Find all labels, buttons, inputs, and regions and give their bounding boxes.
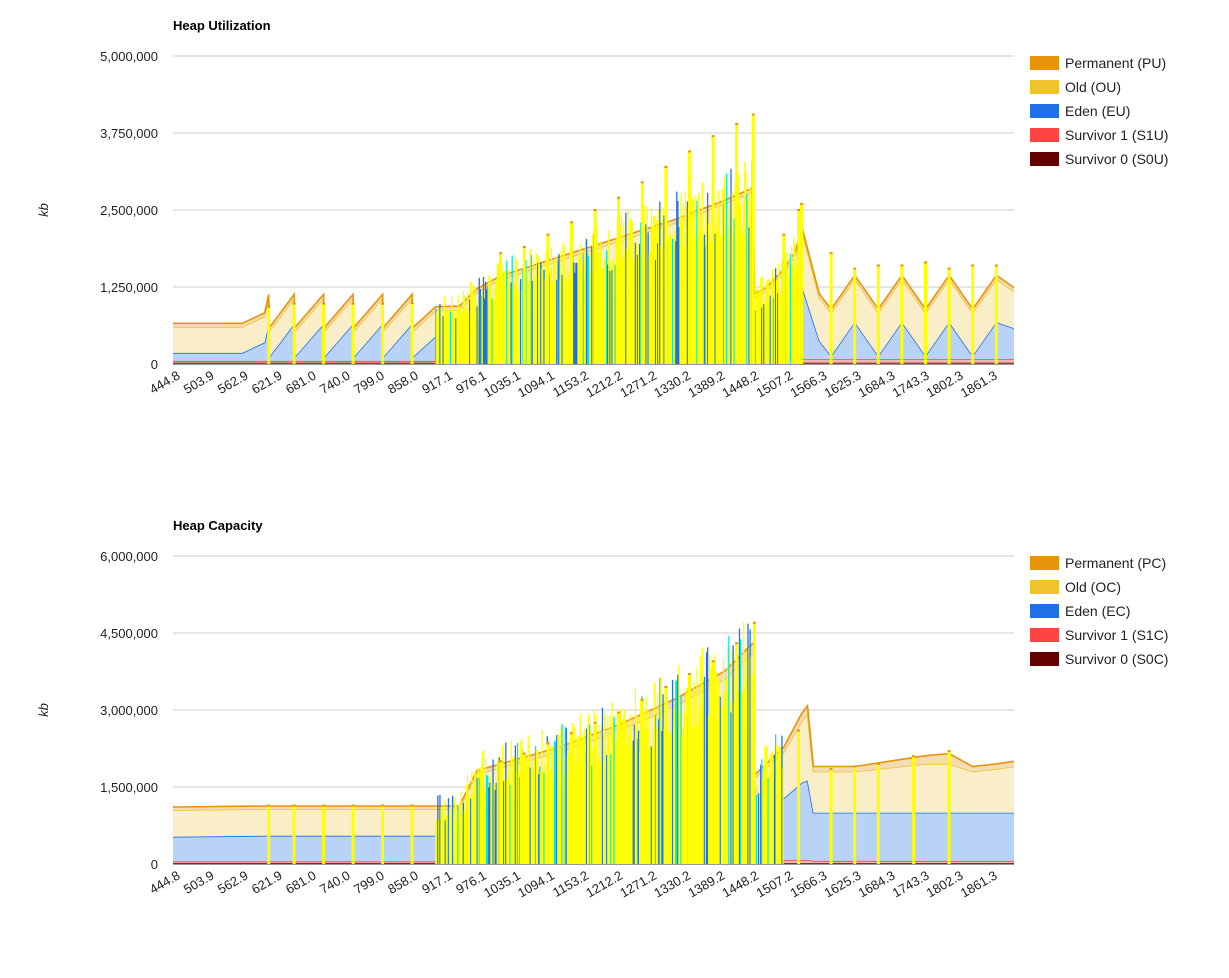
y-axis-label: kb — [36, 703, 51, 717]
legend-label: Survivor 1 (S1U) — [1065, 127, 1168, 143]
x-tick-label: 1566.3 — [787, 868, 829, 901]
x-tick-label: 799.0 — [351, 368, 387, 397]
heap-capacity-chart: Heap Capacity 0 1,500,000 3,000,000 4,500,00… — [36, 518, 1168, 901]
x-tick-label: 681.0 — [283, 868, 319, 897]
x-tick-label: 1625.3 — [822, 368, 864, 401]
x-tick-label: 799.0 — [351, 868, 387, 897]
x-tick-label: 917.1 — [419, 868, 455, 897]
legend-label: Permanent (PC) — [1065, 555, 1166, 571]
legend-label: Survivor 0 (S0U) — [1065, 151, 1168, 167]
x-tick-label: 1212.2 — [583, 868, 625, 901]
x-tick-label: 1153.2 — [550, 368, 591, 400]
x-tick-label: 1389.2 — [685, 868, 727, 901]
stage: Heap Utilization 0 1,250,000 2,500,000 3,750… — [36, 18, 1168, 900]
legend-label: Old (OC) — [1065, 579, 1121, 595]
y-tick-label: 0 — [151, 857, 158, 872]
x-tick-label: 1330.2 — [651, 868, 693, 901]
x-tick-label: 621.9 — [249, 368, 285, 397]
gc-spike-group — [267, 621, 951, 864]
legend: Permanent (PU) Old (OU) Eden (EU) Survivor … — [1030, 55, 1168, 167]
gc-spike-group — [267, 113, 998, 364]
x-tick-label: 858.0 — [385, 868, 421, 897]
chart-title: Heap Utilization — [173, 18, 271, 33]
legend-swatch — [1030, 152, 1059, 166]
x-tick-label: 1684.3 — [856, 368, 898, 401]
x-tick-label: 1271.2 — [617, 868, 659, 901]
legend-swatch — [1030, 80, 1059, 94]
y-tick-label: 4,500,000 — [100, 626, 158, 641]
legend-label: Survivor 0 (S0C) — [1065, 651, 1168, 667]
x-tick-label: 1802.3 — [924, 368, 966, 401]
x-tick-label: 1035.1 — [481, 868, 523, 901]
x-tick-label: 1802.3 — [924, 868, 966, 901]
x-tick-label: 1684.3 — [856, 868, 898, 901]
y-tick-label: 1,500,000 — [100, 780, 158, 795]
x-tick-label: 1212.2 — [583, 368, 625, 401]
legend-swatch — [1030, 604, 1059, 618]
legend-swatch — [1030, 56, 1059, 70]
chart-title: Heap Capacity — [173, 518, 263, 533]
y-tick-label: 6,000,000 — [100, 549, 158, 564]
y-tick-label: 2,500,000 — [100, 203, 158, 218]
x-tick-label: 503.9 — [181, 868, 217, 897]
legend-swatch — [1030, 104, 1059, 118]
legend: Permanent (PC) Old (OC) Eden (EC) Survivor … — [1030, 555, 1168, 667]
gc-activity-region — [435, 622, 784, 864]
y-tick-label: 3,000,000 — [100, 703, 158, 718]
x-tick-label: 740.0 — [317, 868, 353, 897]
legend-swatch — [1030, 580, 1059, 594]
y-axis-label: kb — [36, 203, 51, 217]
x-tick-label: 1094.1 — [515, 368, 557, 401]
x-tick-label: 917.1 — [419, 368, 455, 397]
legend-label: Permanent (PU) — [1065, 55, 1166, 71]
x-tick-label: 858.0 — [385, 368, 421, 397]
x-tick-label: 1448.2 — [719, 368, 761, 401]
legend-label: Eden (EU) — [1065, 103, 1130, 119]
x-tick-label: 1389.2 — [685, 368, 727, 401]
x-tick-label: 562.9 — [215, 368, 251, 397]
legend-swatch — [1030, 128, 1059, 142]
x-tick-label: 1566.3 — [787, 368, 829, 401]
x-tick-label: 1271.2 — [617, 368, 659, 401]
y-tick-label: 3,750,000 — [100, 126, 158, 141]
x-tick-label: 1743.3 — [890, 868, 932, 901]
x-tick-label: 740.0 — [317, 368, 353, 397]
x-tick-label: 1507.2 — [753, 368, 795, 401]
x-tick-label: 1625.3 — [822, 868, 864, 901]
legend-swatch — [1030, 556, 1059, 570]
legend-label: Survivor 1 (S1C) — [1065, 627, 1168, 643]
y-tick-label: 5,000,000 — [100, 49, 158, 64]
x-tick-label: 1507.2 — [753, 868, 795, 901]
legend-label: Eden (EC) — [1065, 603, 1130, 619]
y-tick-label: 0 — [151, 357, 158, 372]
x-tick-label: 1861.3 — [958, 368, 1000, 401]
x-tick-label: 503.9 — [181, 368, 217, 397]
legend-swatch — [1030, 652, 1059, 666]
y-tick-label: 1,250,000 — [100, 280, 158, 295]
x-tick-label: 1448.2 — [719, 868, 761, 901]
x-tick-label: 562.9 — [215, 868, 251, 897]
x-tick-label: 1153.2 — [550, 868, 591, 900]
heap-utilization-chart: Heap Utilization 0 1,250,000 2,500,000 3,750… — [36, 18, 1168, 401]
x-tick-label: 1035.1 — [481, 368, 523, 401]
x-tick-label: 621.9 — [249, 868, 285, 897]
x-tick-label: 1743.3 — [890, 368, 932, 401]
legend-swatch — [1030, 628, 1059, 642]
x-tick-label: 1094.1 — [515, 868, 557, 901]
x-tick-label: 1861.3 — [958, 868, 1000, 901]
area-line-4 — [173, 186, 1015, 331]
legend-label: Old (OU) — [1065, 79, 1121, 95]
x-tick-label: 1330.2 — [651, 368, 693, 401]
x-tick-label: 681.0 — [283, 368, 319, 397]
